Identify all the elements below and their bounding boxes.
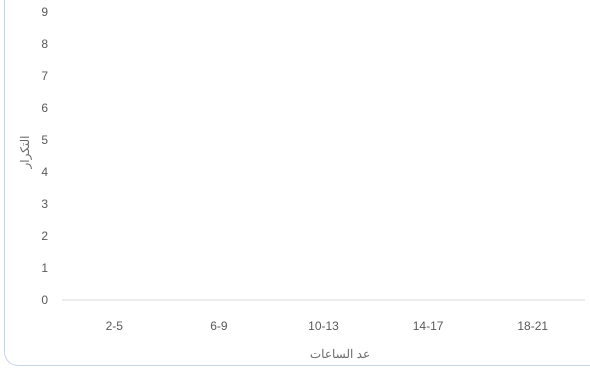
y-tick-label: 8: [41, 37, 48, 51]
x-tick-label: 18-21: [517, 319, 548, 333]
x-axis-ticks: 2-5 6-9 10-13 14-17 18-21: [106, 319, 549, 333]
y-tick-label: 0: [41, 293, 48, 307]
y-tick-label: 4: [41, 165, 48, 179]
chart-frame-border: [4, 0, 590, 366]
x-tick-label: 2-5: [106, 319, 124, 333]
y-tick-label: 3: [41, 197, 48, 211]
y-axis-title: التكرار: [18, 136, 32, 170]
x-tick-label: 14-17: [413, 319, 444, 333]
y-tick-label: 7: [41, 69, 48, 83]
y-tick-label: 9: [41, 5, 48, 19]
x-tick-label: 10-13: [308, 319, 339, 333]
x-axis-title: عد الساعات: [310, 347, 370, 361]
x-tick-label: 6-9: [210, 319, 228, 333]
y-tick-label: 2: [41, 229, 48, 243]
y-tick-label: 6: [41, 101, 48, 115]
y-axis-ticks: 0 1 2 3 4 5 6 7 8 9: [41, 5, 48, 307]
y-tick-label: 5: [41, 133, 48, 147]
y-tick-label: 1: [41, 261, 48, 275]
